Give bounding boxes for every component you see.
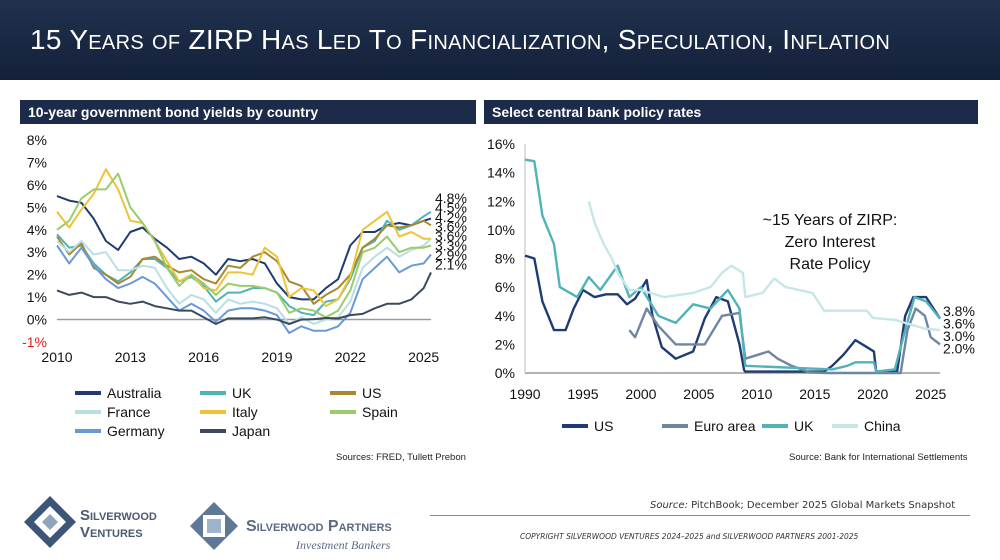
page-title: 15 Years of ZIRP Has Led To Financializa… <box>30 24 891 55</box>
yields-end-value-label: 4.2% <box>435 209 467 225</box>
yields-legend-label: Spain <box>362 404 398 420</box>
yields-y-tick-label: 3% <box>27 244 47 260</box>
yields-y-tick-label: 4% <box>27 222 47 238</box>
rates-end-value-label: 2.0% <box>943 341 975 357</box>
left-source-note: Sources: FRED, Tullett Prebon <box>336 452 466 463</box>
yields-end-value-label: 2.9% <box>435 247 467 263</box>
silverwood-partners-logo-mark <box>190 502 238 550</box>
yields-series-us <box>56 219 432 305</box>
yields-series-japan <box>56 271 432 325</box>
rates-series-euro-area <box>628 307 941 375</box>
policy-rates-chart: 16% 14% 12% 10% 8% 6% 4% 2% 0% 1990 1995 2000 2005 20… <box>487 136 975 434</box>
rates-end-value-label: 3.8% <box>943 303 975 319</box>
rates-y-tick-label: 8% <box>495 251 515 267</box>
right-panel-title: Select central bank policy rates <box>484 100 978 124</box>
rates-series-uk <box>524 158 941 373</box>
yields-end-value-label: 3.3% <box>435 238 467 254</box>
silverwood-ventures-logo-mark <box>24 496 76 548</box>
rates-series-china <box>587 200 941 332</box>
yields-legend-label: France <box>107 404 151 420</box>
yields-y-tick-label: 1% <box>27 289 47 305</box>
footer-source: Source: PitchBook; December 2025 Global … <box>650 500 955 511</box>
yields-legend-label: Italy <box>232 404 258 420</box>
yields-legend-label: Japan <box>232 423 270 439</box>
yields-y-tick-label: -1% <box>22 334 47 350</box>
rates-x-tick-label: 2000 <box>625 386 656 402</box>
logo1-line1: Silverwood <box>80 507 157 524</box>
yields-y-tick-label: 8% <box>27 132 47 148</box>
logo2-line1: Silverwood Partners <box>246 518 392 535</box>
rates-legend-label: Euro area <box>694 418 756 434</box>
footer-divider <box>430 515 970 516</box>
yields-series-australia <box>56 195 432 301</box>
rates-y-tick-label: 16% <box>487 136 515 152</box>
yields-legend-label: Germany <box>107 423 165 439</box>
yields-y-tick-label: 0% <box>27 312 47 328</box>
header-banner: 15 Years of ZIRP Has Led To Financializa… <box>0 0 1000 80</box>
yields-x-tick-label: 2025 <box>408 349 439 365</box>
yields-x-tick-label: 2016 <box>188 349 219 365</box>
footer-source-text: PitchBook; December 2025 Global Markets … <box>691 500 956 511</box>
yields-legend-label: UK <box>232 385 252 401</box>
copyright-text: COPYRIGHT SILVERWOOD VENTURES 2024–2025 … <box>520 532 859 541</box>
zirp-annotation-line: ~15 Years of ZIRP: <box>763 212 898 229</box>
yields-x-tick-label: 2010 <box>41 349 72 365</box>
yields-series-italy <box>56 168 431 308</box>
yields-end-value-label: 3.6% <box>435 219 467 235</box>
rates-legend-label: US <box>594 418 613 434</box>
rates-x-tick-label: 1990 <box>509 386 540 402</box>
logo1-line2: Ventures <box>80 524 143 541</box>
yields-y-tick-label: 5% <box>27 199 47 215</box>
rates-x-tick-label: 2025 <box>915 386 946 402</box>
zirp-annotation-line: Rate Policy <box>790 256 871 273</box>
rates-legend-label: UK <box>794 418 814 434</box>
rates-y-tick-label: 14% <box>487 165 515 181</box>
yields-y-tick-label: 6% <box>27 177 47 193</box>
footer-source-label: Source: <box>650 500 688 511</box>
rates-y-tick-label: 0% <box>495 365 515 381</box>
yields-y-tick-label: 7% <box>27 154 47 170</box>
yields-legend-label: US <box>362 385 381 401</box>
rates-x-tick-label: 2010 <box>741 386 772 402</box>
yields-x-tick-label: 2013 <box>115 349 146 365</box>
yields-x-tick-label: 2022 <box>335 349 366 365</box>
yields-y-tick-label: 2% <box>27 267 47 283</box>
rates-x-tick-label: 1995 <box>567 386 598 402</box>
rates-end-value-label: 3.0% <box>943 328 975 344</box>
rates-y-tick-label: 6% <box>495 279 515 295</box>
rates-y-tick-label: 2% <box>495 336 515 352</box>
logo2-line2: Investment Bankers <box>296 538 391 552</box>
rates-x-tick-label: 2015 <box>799 386 830 402</box>
yields-end-value-label: 4.5% <box>435 200 467 216</box>
rates-legend-label: China <box>864 418 901 434</box>
yields-end-value-label: 2.1% <box>435 257 467 273</box>
rates-end-value-label: 3.6% <box>943 316 975 332</box>
yields-legend-label: Australia <box>107 385 162 401</box>
yields-series-france <box>56 238 432 325</box>
yields-series-germany <box>56 244 432 334</box>
yields-series-spain <box>56 172 432 319</box>
left-panel-title: 10-year government bond yields by countr… <box>20 100 476 124</box>
rates-x-tick-label: 2005 <box>683 386 714 402</box>
rates-y-tick-label: 4% <box>495 308 515 324</box>
yields-series-uk <box>56 210 432 317</box>
rates-series-us <box>524 254 942 373</box>
right-source-note: Source: Bank for International Settlemen… <box>789 452 968 463</box>
rates-x-tick-label: 2020 <box>857 386 888 402</box>
rates-y-tick-label: 10% <box>487 222 515 238</box>
bond-yields-chart: 8% 7% 6% 5% 4% 3% 2% 1% 0% -1%2010 2013 2016 2019 202… <box>22 132 467 439</box>
zirp-annotation-line: Zero Interest <box>785 234 876 251</box>
yields-end-value-label: 4.8% <box>435 190 467 206</box>
yields-end-value-label: 3.6% <box>435 228 467 244</box>
yields-x-tick-label: 2019 <box>261 349 292 365</box>
rates-y-tick-label: 12% <box>487 193 515 209</box>
